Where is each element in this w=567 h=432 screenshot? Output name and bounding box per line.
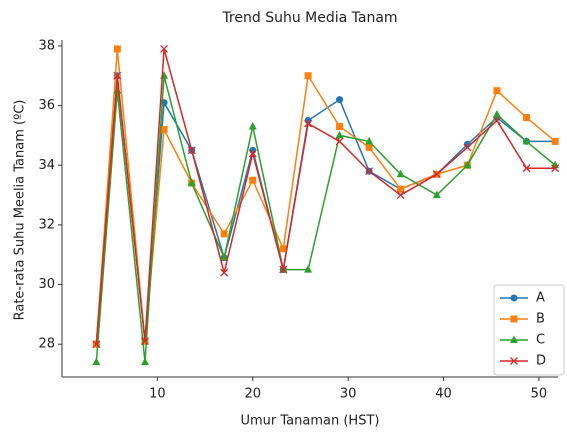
legend-label: C	[536, 333, 545, 348]
x-axis-label: Umur Tanaman (HST)	[241, 414, 380, 429]
point	[336, 122, 344, 130]
point	[396, 169, 405, 178]
point	[335, 130, 344, 139]
point	[248, 121, 257, 130]
point	[463, 143, 472, 152]
point	[463, 160, 472, 169]
point	[522, 164, 531, 173]
legend-box	[493, 284, 565, 376]
y-tick-label: 34	[38, 158, 55, 173]
y-tick-label: 28	[38, 337, 55, 352]
point	[336, 96, 344, 104]
x-tick-label: 30	[340, 387, 357, 402]
point	[160, 71, 169, 79]
legend-marker	[510, 294, 518, 302]
point	[365, 167, 374, 176]
point	[220, 268, 229, 277]
point	[304, 119, 313, 128]
point	[140, 357, 149, 366]
legend-marker	[510, 315, 518, 323]
y-axis-label: Rate-rata Suhu Meelia Tanam (ºC)	[13, 100, 28, 321]
point	[493, 87, 501, 95]
y-tick-label: 36	[38, 98, 55, 113]
x-tick-label: 10	[149, 387, 166, 402]
y-tick-label: 38	[38, 38, 55, 53]
point	[141, 337, 149, 346]
y-tick-label: 30	[38, 277, 55, 292]
y-tick-label: 32	[38, 217, 55, 232]
point	[397, 185, 405, 193]
point	[523, 114, 531, 122]
point	[304, 265, 313, 273]
point	[113, 45, 121, 53]
point	[551, 164, 560, 173]
x-tick-label: 20	[244, 387, 261, 402]
point	[304, 72, 312, 80]
point	[220, 230, 228, 238]
point	[92, 340, 101, 349]
legend-label: D	[536, 354, 546, 369]
point	[335, 137, 344, 146]
point	[432, 190, 441, 199]
point	[92, 357, 101, 366]
legend-marker	[510, 335, 518, 343]
point	[160, 44, 169, 53]
chart-title: Trend Suhu Media Tanam	[221, 10, 397, 26]
point	[492, 116, 501, 125]
point	[365, 143, 373, 151]
point	[551, 137, 559, 145]
point	[432, 170, 441, 179]
point	[248, 149, 257, 158]
legend-label: B	[536, 312, 545, 327]
point	[551, 160, 560, 169]
point	[365, 136, 374, 145]
point	[396, 191, 405, 200]
point	[279, 245, 287, 253]
point	[249, 176, 257, 184]
legend-label: A	[536, 291, 545, 306]
point	[220, 253, 229, 261]
point	[187, 178, 196, 187]
legend-marker	[510, 357, 518, 365]
x-tick-label: 50	[531, 387, 548, 402]
point	[522, 136, 531, 145]
point	[113, 71, 122, 80]
point	[279, 265, 288, 274]
x-tick-label: 40	[435, 387, 452, 402]
point	[187, 146, 196, 155]
point	[492, 110, 501, 118]
point	[160, 125, 168, 133]
